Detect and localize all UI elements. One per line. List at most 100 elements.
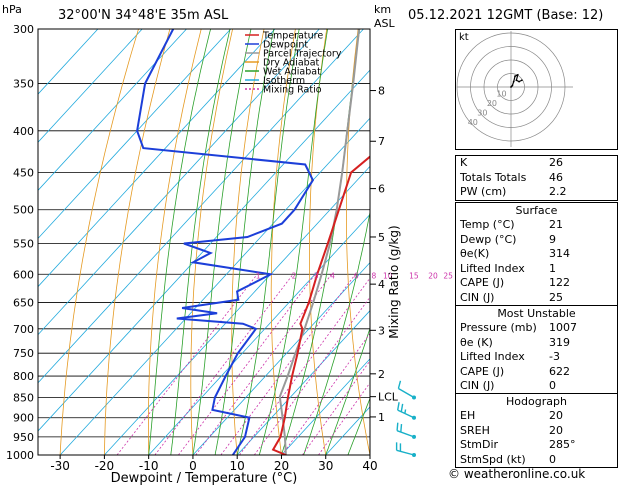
mixing-ratio-line [318, 382, 370, 455]
hodograph-point [518, 80, 520, 83]
most-unstable-title: Most Unstable [497, 307, 576, 320]
row-label: Dewp (°C) [460, 232, 517, 246]
mixing-ratio-line [220, 274, 356, 455]
table-row: CAPE (J) 122 [456, 276, 617, 291]
mixing-ratio-label: 8 [371, 271, 376, 280]
wind-barb-flag [400, 403, 404, 412]
table-row: StmDir 285° [456, 438, 617, 453]
hodograph-point [515, 79, 518, 82]
km-tick-label: 6 [378, 183, 385, 196]
x-tick-label: 40 [362, 459, 377, 473]
km-tick-label: LCL [378, 391, 399, 404]
x-tick-label: 20 [274, 459, 289, 473]
row-value: 122 [549, 276, 570, 290]
hodograph-frame [455, 29, 618, 150]
row-value: 46 [549, 170, 563, 184]
mixing-ratio-label: 2 [292, 271, 297, 280]
wet-adiabat-line [192, 29, 252, 455]
x-tick-label: 30 [318, 459, 333, 473]
hodograph-table: Hodograph EH 20 SREH 20 StmDir 285° StmSpd (kt… [455, 393, 618, 469]
km-tick-label: 3 [378, 324, 385, 337]
location-title: 32°00'N 34°48'E 35m ASL [58, 8, 229, 23]
hodograph-point [520, 79, 523, 82]
table-row: CIN (J) 25 [456, 291, 617, 306]
legend-label: Isotherm [263, 76, 305, 87]
row-label: θe(K) [460, 247, 490, 261]
wind-barb-flag [397, 380, 402, 389]
km-tick-label: 4 [378, 278, 385, 291]
parcel-trajectory-line [278, 29, 361, 455]
km-tick-label: 7 [378, 135, 385, 148]
row-value: 0 [549, 379, 556, 393]
pressure-tick-label: 600 [13, 268, 34, 281]
isotherm-line [38, 29, 231, 240]
pressure-tick-label: 800 [13, 370, 34, 383]
x-tick-label: 0 [189, 459, 197, 473]
row-value: 1 [549, 261, 556, 275]
isotherm-line [192, 261, 370, 455]
wind-barb-staff [398, 387, 415, 399]
dry-adiabat-line [417, 29, 459, 455]
hodograph-point [512, 80, 515, 83]
hodograph-point [514, 75, 516, 78]
row-label: CIN (J) [460, 379, 495, 393]
hodograph-ring-label: 40 [468, 118, 478, 127]
legend-label: Dry Adiabat [263, 58, 320, 69]
wind-barb-flag [396, 402, 400, 411]
table-row: Totals Totals 46 [456, 171, 617, 186]
mixing-ratio-label: 10 [383, 271, 393, 280]
wind-barb-staff [396, 449, 415, 456]
mixing-ratio-axis-label: Mixing Ratio (g/kg) [387, 225, 401, 338]
row-value: 0 [549, 452, 556, 466]
isotherm-line [38, 29, 143, 143]
km-tick-label: 1 [378, 411, 385, 424]
hpa-unit-label: hPa [2, 3, 22, 16]
wet-adiabat-line [258, 29, 328, 455]
hodograph-ring-label: 10 [496, 90, 506, 99]
dry-adiabat-line [59, 29, 139, 455]
table-row: EH 20 [456, 409, 617, 424]
row-label: θe (K) [460, 335, 493, 349]
pressure-tick-label: 1000 [6, 449, 34, 462]
wet-adiabat-line [303, 210, 370, 455]
wind-barb-dot [412, 415, 416, 420]
table-row: StmSpd (kt) 0 [456, 453, 617, 468]
wind-barb-staff [396, 430, 415, 438]
pressure-tick-label: 400 [13, 125, 34, 138]
mixing-ratio-line [281, 332, 370, 455]
dry-adiabat-line [231, 29, 265, 455]
pressure-tick-label: 350 [13, 78, 34, 91]
wet-adiabat-line [236, 29, 300, 455]
row-value: 21 [549, 218, 563, 231]
row-label: SREH [460, 423, 490, 437]
pressure-tick-label: 550 [13, 237, 34, 250]
row-value: 26 [549, 156, 563, 169]
isotherm-line [38, 29, 276, 288]
wind-barb-dot [412, 395, 416, 400]
row-label: Temp (°C) [460, 218, 515, 231]
wind-barb-dot [412, 453, 416, 457]
legend-label: Dewpoint [263, 40, 308, 51]
km-unit-label: km [374, 3, 392, 16]
row-label: CIN (J) [460, 290, 495, 304]
x-axis-label: Dewpoint / Temperature (°C) [111, 471, 298, 486]
plot-frame [37, 28, 371, 456]
row-label: Pressure (mb) [460, 321, 537, 334]
row-value: 1007 [549, 321, 577, 334]
credit-text: © weatheronline.co.uk [448, 467, 586, 481]
pressure-tick-label: 750 [13, 347, 34, 360]
row-value: 25 [549, 290, 563, 304]
legend-label: Wet Adiabat [263, 67, 321, 78]
isotherm-line [59, 117, 370, 455]
table-row: SREH 20 [456, 424, 617, 439]
dry-adiabat-line [308, 29, 328, 455]
legend-label: Temperature [262, 31, 323, 42]
pressure-tick-label: 950 [13, 431, 34, 444]
surface-title: Surface [515, 204, 558, 217]
row-value: 314 [549, 247, 570, 261]
wind-barb-dot [412, 434, 416, 439]
row-value: -3 [549, 350, 560, 364]
date-title: 05.12.2021 12GMT (Base: 12) [408, 8, 604, 23]
temperature-line [271, 155, 370, 455]
